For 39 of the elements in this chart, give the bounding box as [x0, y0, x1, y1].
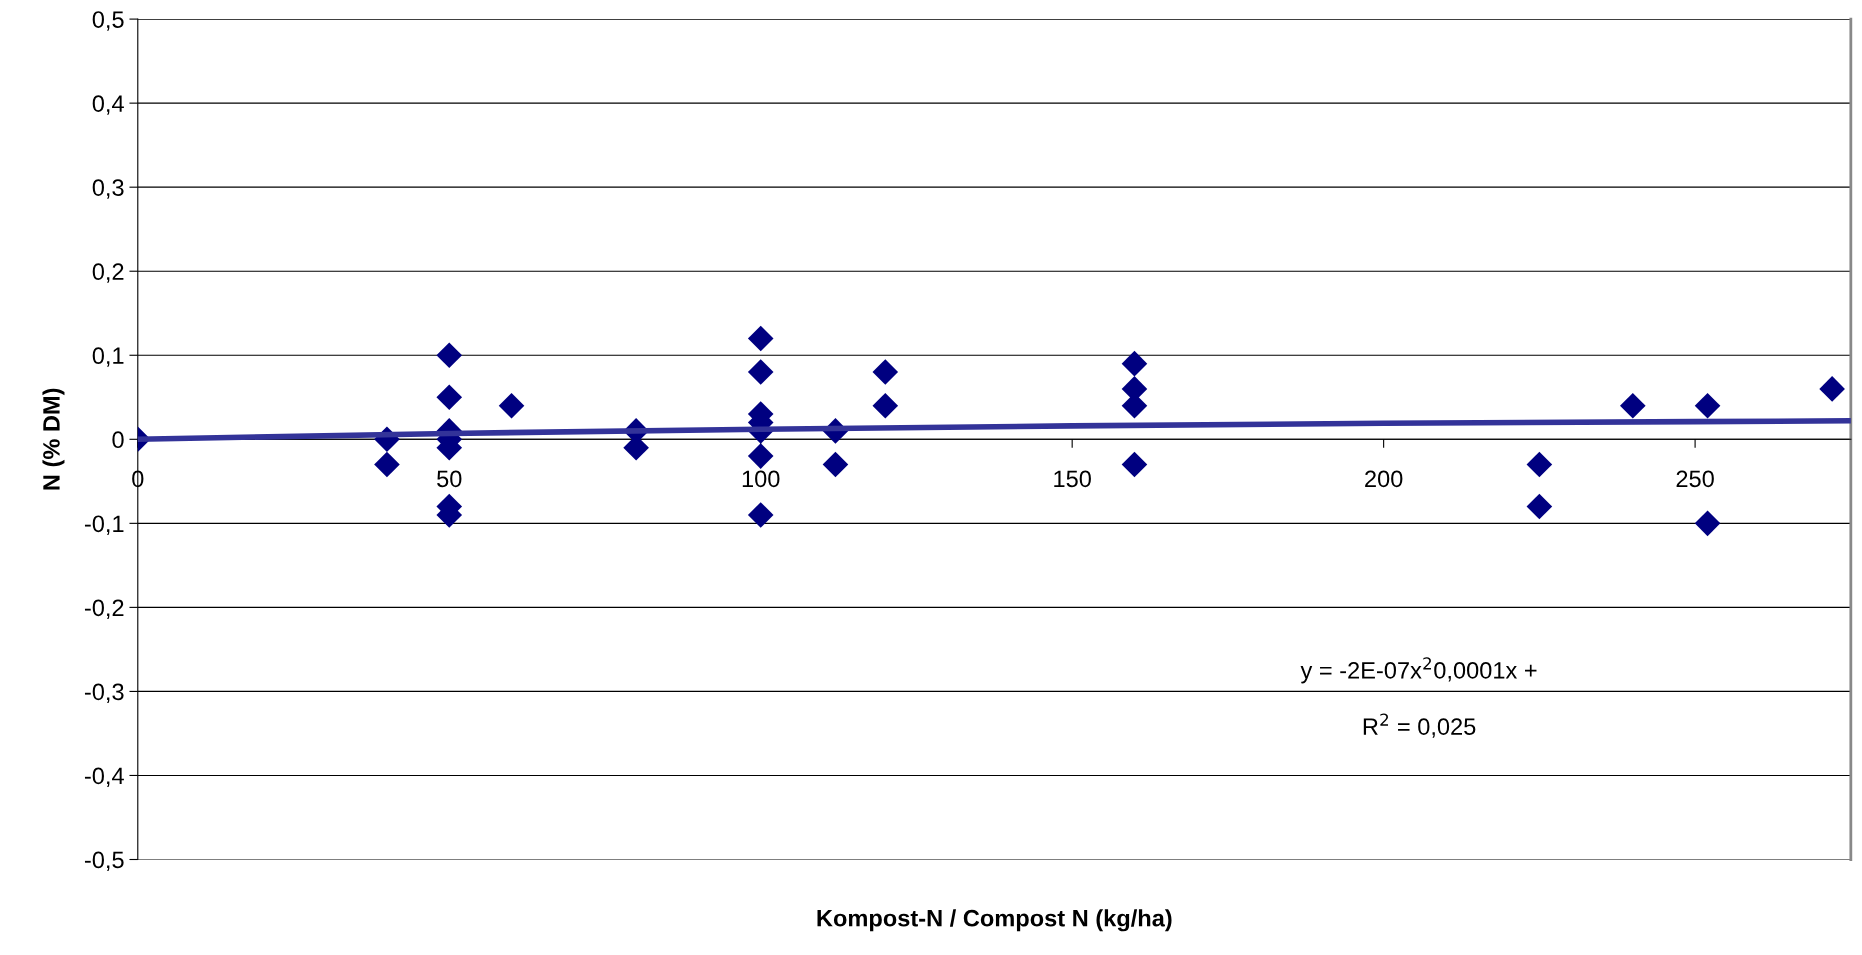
y-tick-label: -0,5 [84, 851, 124, 872]
point [822, 451, 849, 478]
y-tick-label: -0,4 [84, 767, 124, 788]
point [436, 384, 463, 411]
annotation: R$^{2}$ = 0,025 [1363, 713, 1476, 738]
y-tick-label: 0,4 [92, 95, 124, 115]
y-tick-label: 0,2 [92, 263, 124, 283]
point [374, 451, 400, 478]
point [498, 392, 525, 419]
annotation: y = -2E-07x$^{2}$0,0001x + [1300, 657, 1537, 684]
y-tick-label: 0,1 [92, 347, 124, 367]
x-tick-label: 50 [437, 470, 462, 488]
y-tick-label: 0 [112, 431, 124, 449]
point [747, 325, 774, 352]
point [1526, 451, 1553, 478]
point [1526, 493, 1553, 520]
point [1694, 392, 1721, 419]
point [872, 359, 899, 385]
y-tick-label: -0,3 [84, 683, 124, 703]
x-tick-label: 250 [1676, 470, 1714, 488]
y-tick-label: 0,3 [92, 179, 124, 199]
x-tick-label: 150 [1054, 470, 1091, 488]
point [872, 392, 899, 419]
point [1121, 451, 1148, 478]
point [1819, 376, 1845, 402]
point [747, 502, 774, 528]
x-tick-label: 200 [1365, 470, 1403, 488]
point [747, 443, 774, 469]
y-tick-label: -0,1 [84, 515, 124, 535]
point [436, 342, 463, 369]
y-tick-label: -0,2 [84, 599, 124, 619]
x-tick-label: 100 [742, 470, 780, 488]
y-tick-label: 0,5 [92, 11, 124, 31]
x-axis-title: Kompost-N / Compost N (kg/ha) [817, 909, 1172, 932]
point [1694, 510, 1721, 537]
point [1620, 392, 1646, 419]
point [1121, 350, 1148, 377]
y-axis-title: N (% DM) [42, 388, 65, 490]
point [747, 359, 774, 385]
